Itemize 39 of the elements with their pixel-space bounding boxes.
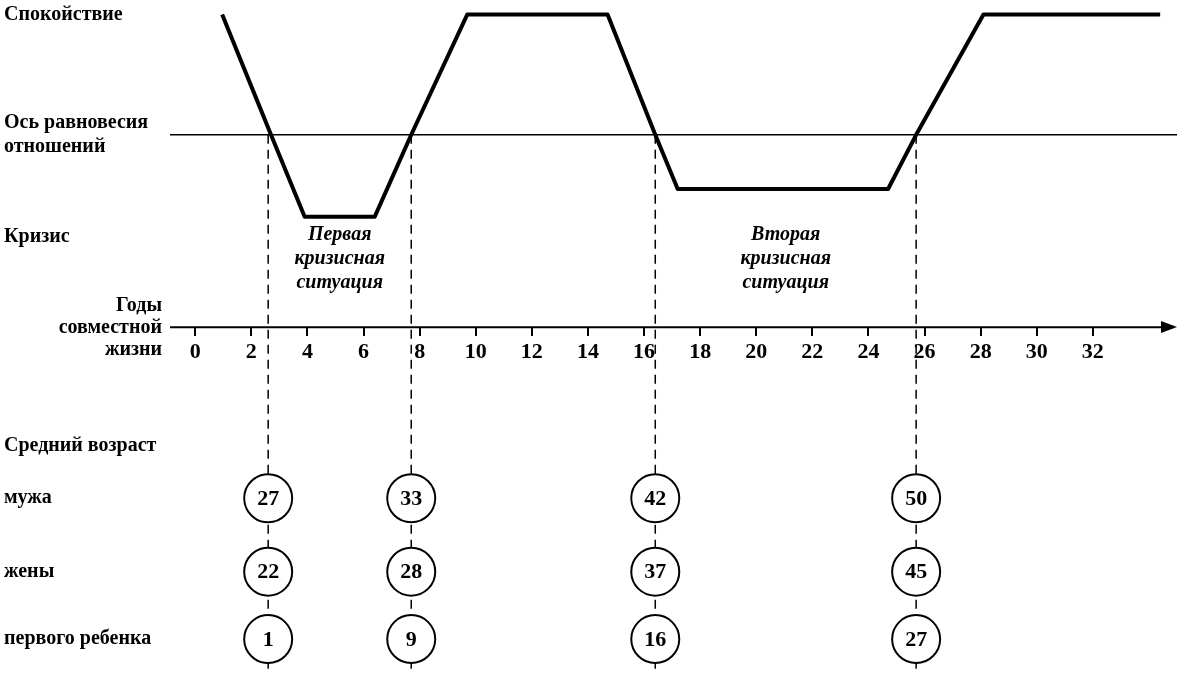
annotation: 27 (257, 484, 280, 510)
annotation: 50 (905, 484, 928, 510)
x-tick-label: 22 (801, 338, 824, 364)
ref-line-label: Ось равновесия отношений (4, 109, 149, 156)
text: Средний возраст (4, 433, 157, 457)
x-tick-label: 16 (633, 338, 656, 364)
text: Первая кризисная ситуация (294, 222, 385, 294)
x-tick-label: 8 (414, 338, 426, 364)
text: Кризис (4, 223, 70, 247)
text: жены (4, 558, 55, 581)
annotation: 45 (905, 558, 928, 584)
text: Вторая кризисная ситуация (740, 222, 831, 294)
text: мужа (4, 485, 52, 509)
annotation: 28 (400, 558, 423, 584)
x-axis-title: Годы совместной жизни (58, 292, 163, 359)
text: Спокойствие (4, 1, 123, 24)
x-tick-label: 14 (576, 338, 599, 364)
text: первого ребенка (4, 626, 152, 650)
x-tick-label: 10 (464, 338, 487, 364)
annotation: 37 (644, 558, 667, 584)
annotation: 9 (405, 625, 417, 651)
x-tick-label: 20 (745, 338, 768, 364)
x-tick-label: 30 (1025, 338, 1048, 364)
x-tick-label: 18 (689, 338, 712, 364)
x-tick-label: 26 (913, 338, 936, 364)
x-tick-label: 2 (245, 338, 257, 364)
annotation: 27 (905, 625, 928, 651)
x-tick-label: 24 (857, 338, 880, 364)
annotation: 42 (644, 484, 667, 510)
x-tick-label: 32 (1081, 338, 1104, 364)
annotation: 33 (400, 484, 423, 510)
x-tick-label: 12 (520, 338, 543, 364)
x-tick-label: 28 (969, 338, 992, 364)
annotation: 16 (644, 625, 667, 651)
x-tick-label: 0 (189, 338, 201, 364)
annotation: 22 (257, 558, 280, 584)
x-tick-label: 6 (358, 338, 370, 364)
x-tick-label: 4 (301, 338, 313, 364)
annotation: 1 (262, 625, 274, 651)
